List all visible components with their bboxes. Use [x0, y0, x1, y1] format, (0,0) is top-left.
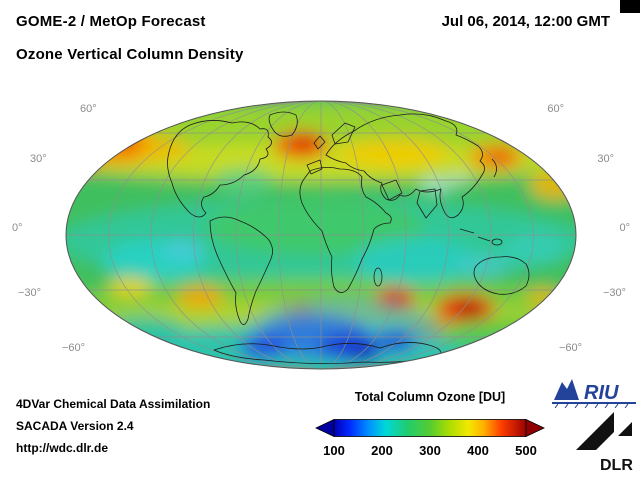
- corner-black-box: [620, 0, 640, 13]
- dlr-logo-text: DLR: [600, 457, 633, 474]
- page-title-line1: GOME-2 / MetOp Forecast: [16, 13, 206, 30]
- ozone-heatmap-map: [65, 100, 577, 370]
- colorbar-gradient: [333, 419, 527, 437]
- lat-label-left-m30: −30°: [18, 287, 42, 299]
- lat-label-right-60: 60°: [547, 103, 564, 115]
- colorbar-tick-100: 100: [323, 443, 345, 458]
- footer-assimilation: 4DVar Chemical Data Assimilation: [16, 397, 211, 411]
- colorbar-tick-300: 300: [419, 443, 441, 458]
- colorbar-right-arrow-icon: [525, 418, 545, 438]
- dlr-logo: DLR: [576, 412, 633, 474]
- colorbar-tick-500: 500: [515, 443, 537, 458]
- lat-label-left-m60: −60°: [62, 342, 86, 354]
- riu-logo-text: RIU: [584, 382, 619, 404]
- colorbar: [315, 418, 545, 438]
- lat-label-right-m30: −30°: [602, 287, 626, 299]
- lat-label-right-m60: −60°: [558, 342, 582, 354]
- lat-label-left-60: 60°: [80, 103, 97, 115]
- map-outline: [65, 100, 577, 370]
- lat-label-right-30: 30°: [597, 153, 614, 165]
- lat-label-right-0: 0°: [619, 222, 630, 234]
- riu-logo: RIU: [552, 379, 636, 408]
- footer-version: SACADA Version 2.4: [16, 419, 134, 433]
- lat-label-left-0: 0°: [12, 222, 23, 234]
- riu-mountain-icon: [554, 379, 579, 400]
- colorbar-title: Total Column Ozone [DU]: [354, 390, 506, 404]
- lat-label-left-30: 30°: [30, 153, 47, 165]
- colorbar-left-arrow-icon: [315, 418, 335, 438]
- continent-outlines: [167, 111, 548, 364]
- forecast-datetime: Jul 06, 2014, 12:00 GMT: [441, 13, 610, 30]
- page-title-line2: Ozone Vertical Column Density: [16, 46, 244, 63]
- colorbar-tick-400: 400: [467, 443, 489, 458]
- dlr-wing-icon: [576, 412, 614, 450]
- colorbar-tick-200: 200: [371, 443, 393, 458]
- footer-url: http://wdc.dlr.de: [16, 441, 108, 455]
